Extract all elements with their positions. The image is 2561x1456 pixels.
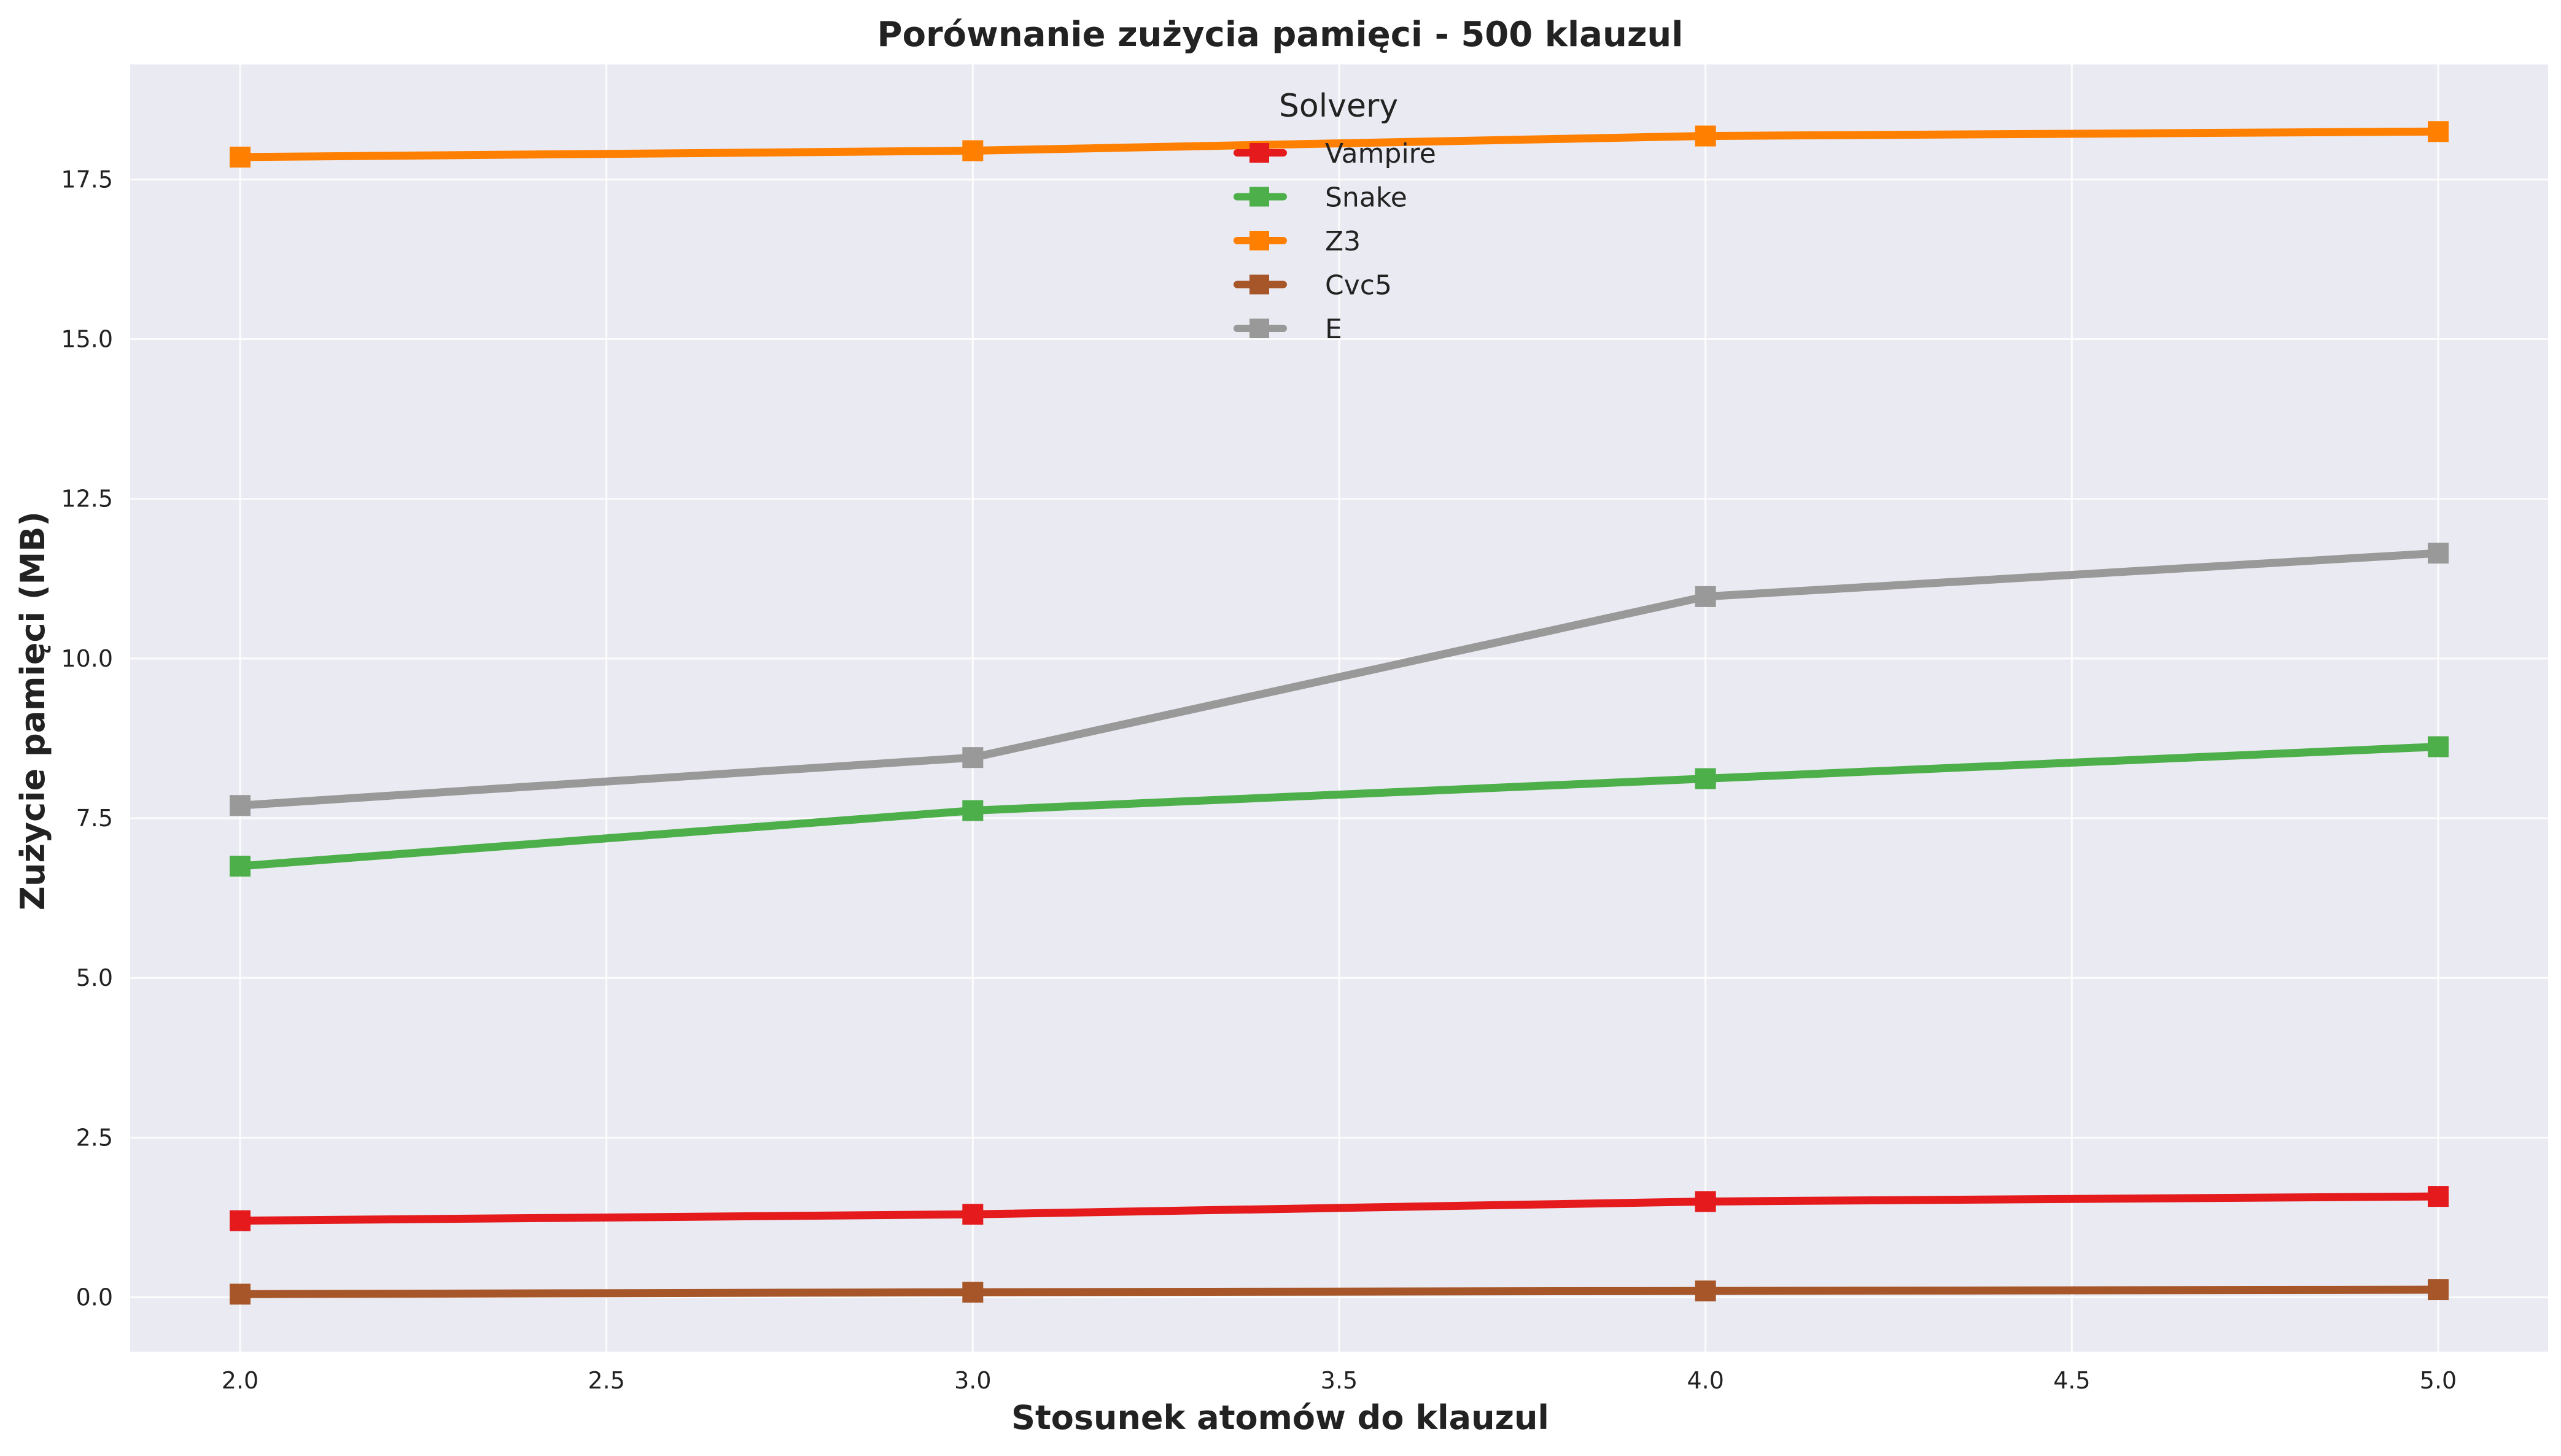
data-point [2428,1186,2449,1207]
data-point [1695,1191,1716,1212]
grid [130,64,2548,1352]
data-point [962,140,984,161]
legend-label: Z3 [1325,226,1361,257]
data-point [2428,1279,2449,1301]
data-point [230,856,251,877]
data-point [1695,1280,1716,1302]
y-tick-label: 15.0 [61,325,113,352]
series-layer [230,121,2449,1305]
series-cvc5 [230,1279,2449,1305]
data-point [2428,121,2449,142]
data-point [1695,768,1716,789]
x-tick-label: 4.0 [1687,1367,1724,1394]
data-point [962,800,984,821]
legend-item-e: E [1234,314,1342,345]
legend-marker [1249,231,1269,250]
chart-title: Porównanie zużycia pamięci - 500 klauzul [877,15,1684,55]
data-point [962,747,984,769]
data-point [1695,125,1716,147]
y-tick-label: 10.0 [61,645,113,672]
series-snake [230,736,2449,877]
y-axis-label: Zużycie pamięci (MB) [14,511,52,910]
y-tick-label: 2.5 [76,1124,113,1151]
series-line [236,1285,2442,1298]
data-point [2428,736,2449,757]
legend-marker [1249,143,1269,163]
legend-label: Snake [1325,182,1407,214]
x-tick-label: 3.5 [1321,1367,1358,1394]
series-line [236,549,2442,810]
data-point [962,1204,984,1225]
series-line [236,127,2442,161]
data-point [962,1282,984,1303]
data-point [230,146,251,168]
data-point [2428,543,2449,564]
series-line [236,1192,2442,1225]
legend-item-cvc5: Cvc5 [1234,270,1392,301]
legend-label: E [1325,314,1342,345]
series-vampire [230,1186,2449,1231]
series-z3 [230,121,2449,168]
y-tick-label: 0.0 [76,1284,113,1311]
legend-item-z3: Z3 [1234,226,1361,257]
legend: Solvery Vampire Snake Z3 Cvc5 E [1234,88,1436,345]
legend-items: Vampire Snake Z3 Cvc5 E [1234,138,1436,345]
x-tick-label: 4.5 [2053,1367,2090,1394]
data-point [230,1284,251,1305]
data-point [1695,586,1716,607]
x-axis-label: Stosunek atomów do klauzul [1011,1398,1549,1437]
x-tick-label: 2.5 [588,1367,624,1394]
data-point [230,1210,251,1231]
series-e [230,543,2449,816]
legend-item-snake: Snake [1234,182,1407,214]
y-tick-label: 7.5 [76,805,113,832]
y-tick-label: 12.5 [61,486,113,513]
x-tick-label: 5.0 [2420,1367,2457,1394]
tick-labels: 2.0 2.5 3.0 3.5 4.0 4.5 5.0 0.0 2.5 5.0 7.5 10.0 12.… [61,166,2457,1394]
legend-marker [1249,187,1269,207]
y-tick-label: 17.5 [61,166,113,193]
legend-item-vampire: Vampire [1234,138,1436,169]
legend-label: Cvc5 [1325,270,1392,301]
x-tick-label: 2.0 [222,1367,258,1394]
data-point [230,795,251,816]
y-tick-label: 5.0 [76,964,113,991]
legend-title: Solvery [1279,88,1398,125]
legend-marker [1249,319,1269,338]
legend-marker [1249,274,1269,295]
legend-label: Vampire [1325,138,1436,169]
x-tick-label: 3.0 [954,1367,991,1394]
series-line [236,742,2442,870]
